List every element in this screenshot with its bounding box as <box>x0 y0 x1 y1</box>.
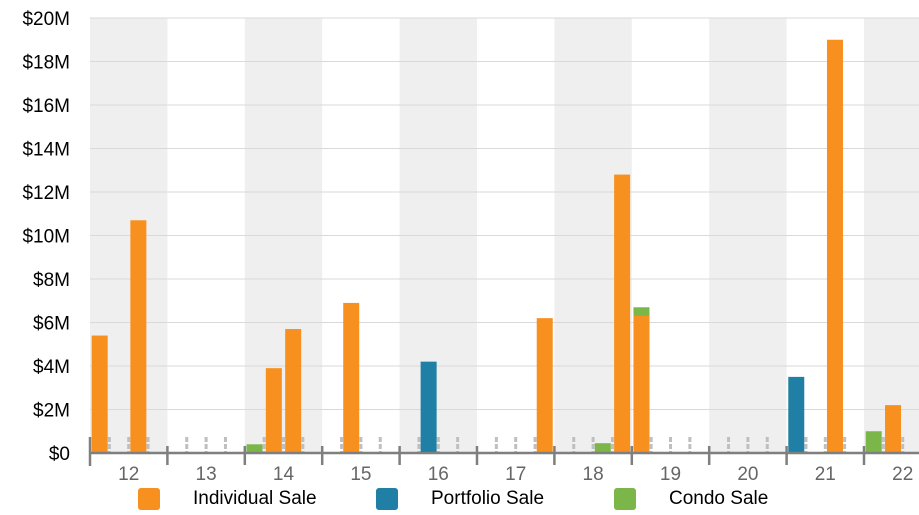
x-tick-label: 18 <box>583 464 604 485</box>
legend-item-individual-sale: Individual Sale <box>138 484 317 514</box>
bar <box>265 368 282 453</box>
legend-label-condo-sale: Condo Sale <box>669 488 769 509</box>
legend-swatch-individual-sale <box>138 488 160 510</box>
legend-label-portfolio-sale: Portfolio Sale <box>431 488 545 509</box>
y-tick-label: $16M <box>22 96 70 117</box>
legend: Individual Sale Portfolio Sale Condo Sal… <box>0 484 919 514</box>
y-tick-label: $14M <box>22 140 70 161</box>
x-tick-label: 14 <box>273 464 295 485</box>
x-tick-label: 16 <box>428 464 449 485</box>
x-tick-label: 22 <box>892 464 913 485</box>
y-tick-label: $8M <box>33 270 70 291</box>
legend-item-portfolio-sale: Portfolio Sale <box>376 484 544 514</box>
bar <box>633 307 650 316</box>
bar <box>536 318 553 453</box>
bar <box>885 405 902 453</box>
bar <box>614 174 631 453</box>
legend-swatch-portfolio-sale <box>376 488 398 510</box>
bar <box>633 315 650 453</box>
bar <box>788 376 805 453</box>
x-tick-label: 15 <box>350 464 371 485</box>
legend-label-individual-sale: Individual Sale <box>193 488 317 509</box>
minor-ticks <box>107 437 905 452</box>
y-axis-labels: $0 $2M $4M $6M $8M $10M $12M $14M $16M $18M $20M <box>22 9 70 465</box>
x-tick-label: 19 <box>660 464 681 485</box>
bar <box>865 431 882 453</box>
x-tick-label: 21 <box>815 464 836 485</box>
y-tick-label: $10M <box>22 227 70 248</box>
bar <box>826 39 843 453</box>
y-tick-label: $18M <box>22 53 70 74</box>
bar <box>420 361 437 453</box>
y-tick-label: $4M <box>33 357 70 378</box>
x-tick-label: 12 <box>118 464 139 485</box>
y-tick-label: $20M <box>22 9 70 30</box>
bar <box>91 335 108 453</box>
y-tick-label: $2M <box>33 401 70 422</box>
x-axis-labels: 12 13 14 15 16 17 18 19 20 21 22 <box>118 464 913 485</box>
legend-swatch-condo-sale <box>614 488 636 510</box>
bar <box>343 302 360 453</box>
y-tick-label: $0 <box>49 444 70 465</box>
legend-item-condo-sale: Condo Sale <box>614 484 768 514</box>
bar <box>285 329 302 453</box>
bar <box>130 220 147 453</box>
y-tick-label: $12M <box>22 183 70 204</box>
bar <box>246 444 263 453</box>
x-tick-label: 13 <box>196 464 217 485</box>
x-tick-label: 20 <box>737 464 758 485</box>
bars <box>91 39 902 453</box>
y-tick-label: $6M <box>33 314 70 335</box>
x-tick-label: 17 <box>505 464 526 485</box>
x-axis <box>88 437 919 466</box>
bar <box>594 443 611 453</box>
gridlines <box>90 17 919 410</box>
